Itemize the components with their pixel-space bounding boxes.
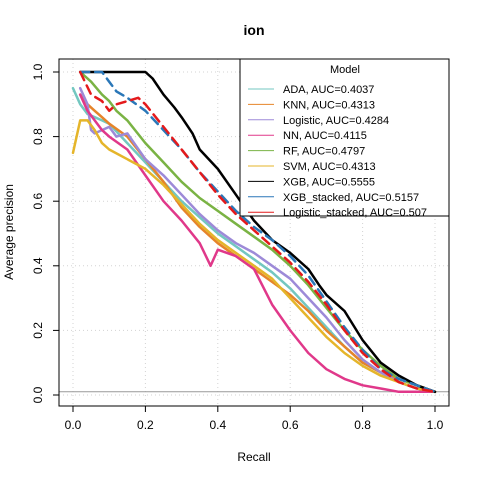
legend-label: XGB_stacked, AUC=0.5157 [283, 192, 419, 204]
y-tick-label: 0.2 [31, 322, 45, 339]
legend-label: Logistic_stacked, AUC=0.507 [283, 207, 427, 219]
x-tick-label: 1.0 [427, 418, 444, 432]
legend-label: SVM, AUC=0.4313 [283, 161, 376, 173]
x-axis: 0.0 0.2 0.4 0.6 0.8 1.0 [65, 405, 444, 432]
y-axis-label: Average precision [2, 184, 16, 280]
series-line-6 [71, 119, 437, 394]
y-tick-label: 1.0 [31, 63, 45, 80]
x-tick-label: 0.0 [65, 418, 82, 432]
series-lines [71, 70, 437, 394]
series-line-8 [78, 70, 437, 394]
legend-label: Logistic, AUC=0.4284 [283, 115, 389, 127]
legend-box [239, 58, 450, 217]
legend-label: KNN, AUC=0.4313 [283, 99, 375, 111]
x-tick-label: 0.2 [137, 418, 154, 432]
series-line-7 [78, 70, 437, 394]
x-tick-label: 0.6 [282, 418, 299, 432]
series-line-9 [78, 70, 437, 394]
series-line-4 [78, 93, 437, 394]
y-tick-label: 0.8 [31, 128, 45, 145]
y-axis: 0.0 0.2 0.4 0.6 0.8 1.0 [31, 63, 60, 403]
y-tick-label: 0.0 [31, 386, 45, 403]
legend-title: Model [330, 64, 360, 76]
legend-label: RF, AUC=0.4797 [283, 146, 365, 158]
legend-label: ADA, AUC=0.4037 [283, 84, 374, 96]
legend-label: NN, AUC=0.4115 [283, 130, 367, 142]
legend-label: XGB, AUC=0.5555 [283, 176, 375, 188]
chart-title: ion [244, 22, 265, 38]
legend: Model ADA, AUC=0.4037 KNN, AUC=0.4313 Logi… [239, 58, 450, 219]
x-axis-label: Recall [237, 450, 270, 464]
x-tick-label: 0.8 [354, 418, 371, 432]
y-tick-label: 0.6 [31, 193, 45, 210]
y-tick-label: 0.4 [31, 257, 45, 274]
x-tick-label: 0.4 [209, 418, 226, 432]
